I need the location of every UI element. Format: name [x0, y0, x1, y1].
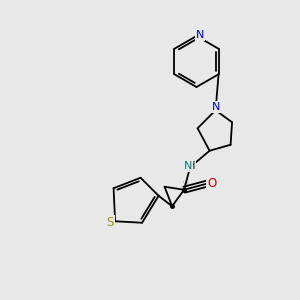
Text: H: H	[188, 161, 195, 171]
Text: O: O	[207, 177, 217, 190]
Text: N: N	[196, 29, 204, 40]
Text: N: N	[212, 102, 220, 112]
Text: N: N	[184, 161, 192, 171]
Text: S: S	[106, 216, 113, 229]
